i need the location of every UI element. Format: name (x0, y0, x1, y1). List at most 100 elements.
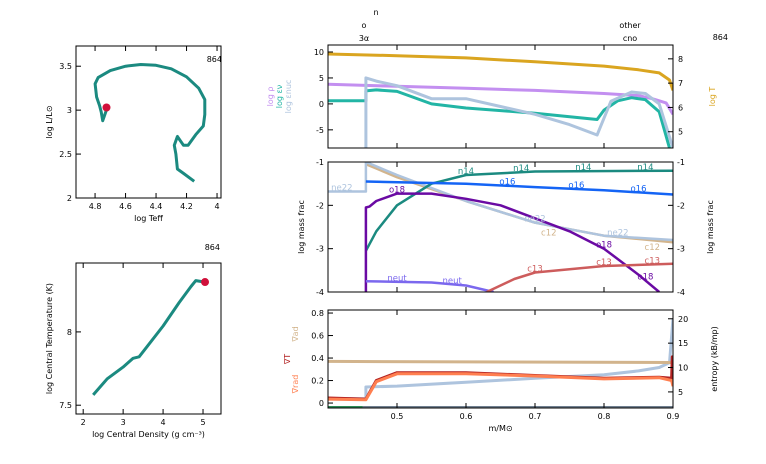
y-axis-label: log L/L⊙ (45, 105, 54, 138)
y-tick-label: 0.8 (311, 309, 324, 318)
top-label-o: o (362, 21, 367, 30)
current-model-marker (102, 103, 111, 112)
y-axis-label: log Central Temperature (K) (45, 283, 54, 394)
y-tick-label-right: -3 (677, 245, 685, 254)
profile-top-panel: -5 0 5 10 5 6 7 8 log ρ log εν log εnuc log T (266, 44, 717, 149)
y-axis-label-left: log ρ (266, 87, 275, 107)
series-label-o16: o16 (630, 184, 646, 194)
series-label-neut: neut (387, 274, 407, 284)
series-o18 (364, 192, 661, 292)
x-tick-label: 4.8 (89, 202, 102, 211)
model-number-hr: 864 (207, 55, 222, 64)
profile-abund-panel: c12 c12 ne22 ne22 ne22 n14 n14 n14 n14 o16 o16 o16 o… (297, 158, 715, 297)
series-label-n14: n14 (637, 163, 653, 173)
series-label-neut: neut (443, 276, 463, 286)
series-label-c13: c13 (645, 256, 661, 266)
y-tick-label-right: 5 (678, 128, 683, 137)
y-tick-label: -4 (316, 288, 324, 297)
y-tick-label: 2.5 (59, 150, 72, 159)
y-tick-label: 3.5 (59, 62, 72, 71)
y-tick-label: 8 (67, 328, 72, 337)
series-label-o18: o18 (596, 241, 612, 251)
y-axis-label-left: log εnuc (284, 80, 293, 114)
top-label-other: other (619, 21, 641, 30)
series-label-n14: n14 (575, 163, 591, 173)
y-tick-label: 0.2 (311, 377, 324, 386)
x-tick-label: 0.9 (667, 412, 680, 421)
x-tick-label: 0.5 (391, 412, 404, 421)
x-axis-label: m/M⊙ (488, 424, 512, 433)
x-tick-label: 4.6 (119, 202, 132, 211)
y-tick-label: 0.6 (311, 332, 324, 341)
profile-grad-panel: 0.5 0.6 0.7 0.8 0.9 0 0.2 0.4 0.6 0.8 5 10 15 20 m/M⊙ ∇… (283, 309, 719, 433)
series-label-c13: c13 (527, 265, 543, 275)
top-label-3alpha: 3α (359, 34, 369, 43)
y-axis-label-left: ∇T (283, 354, 292, 365)
y-tick-label-right: -1 (677, 158, 685, 167)
x-tick-label: 2 (81, 418, 86, 427)
y-tick-label: 3 (67, 106, 72, 115)
y-axis-label-left: ∇ad (291, 326, 300, 342)
profile-grad-plot-area (328, 318, 673, 408)
series-c13 (486, 262, 673, 292)
center-panel: 2 3 4 5 7.5 8 log Central Density (g cm⁻³) log … (45, 262, 222, 439)
y-tick-label: 10 (314, 48, 324, 57)
series-log ρ (328, 82, 673, 116)
current-model-marker (201, 278, 210, 287)
x-axis-label: log Teff (134, 214, 163, 223)
y-axis-label-left: ∇rad (291, 375, 300, 395)
y-axis-label-right: log T (708, 87, 717, 107)
y-tick-label: 0 (319, 399, 324, 408)
y-tick-label: 7.5 (59, 401, 72, 410)
y-tick-label: 2 (67, 194, 72, 203)
profile-grad-frame (327, 309, 674, 409)
track-line (92, 279, 206, 396)
series-entropy (328, 318, 673, 401)
x-tick-label: 4.4 (150, 202, 163, 211)
profile-abund-plot-area: c12 c12 ne22 ne22 ne22 n14 n14 n14 n14 o16 o16 o16 o… (328, 162, 673, 292)
series-∇rad (328, 372, 673, 402)
x-tick-label: 5 (200, 418, 205, 427)
series-∇ad (328, 359, 673, 364)
y-axis-label-right: entropy (kB/mp) (710, 326, 719, 391)
profile-abund-frame (327, 161, 674, 293)
y-axis-label: log mass frac (297, 200, 306, 254)
y-tick-label-right: 15 (678, 339, 688, 348)
x-tick-label: 4.2 (180, 202, 193, 211)
series-log εnuc (364, 76, 673, 148)
x-tick-label: 4 (161, 418, 166, 427)
series-label-ne22: ne22 (331, 183, 352, 193)
x-tick-label: 0.6 (460, 412, 473, 421)
hr-frame (75, 45, 222, 199)
series-log T (328, 52, 673, 91)
series-label-n14: n14 (458, 167, 474, 177)
y-tick-label-right: 5 (678, 388, 683, 397)
x-tick-label: 0.8 (598, 412, 611, 421)
series-label-o16: o16 (499, 178, 515, 188)
y-tick-label: -1 (316, 158, 324, 167)
series-label-n14: n14 (513, 164, 529, 174)
center-plot-area (92, 278, 210, 396)
track-line (93, 63, 207, 183)
profile-top-plot-area (328, 52, 673, 148)
y-tick-label-right: -2 (677, 201, 685, 210)
y-tick-label-right: 10 (678, 364, 688, 373)
series-label-c12: c12 (645, 243, 661, 253)
y-tick-label-right: 7 (678, 79, 683, 88)
x-tick-label: 4 (214, 202, 219, 211)
hr-panel: 4.8 4.6 4.4 4.2 4 2 2.5 3 3.5 log Teff log L/L⊙ (45, 45, 222, 223)
y-tick-label-right: -4 (677, 288, 685, 297)
y-tick-label: 0 (319, 100, 324, 109)
y-tick-label: -3 (316, 245, 324, 254)
series-neut (365, 279, 494, 292)
series-o16 (365, 180, 673, 196)
series-label-o18: o18 (389, 186, 405, 196)
x-tick-label: 0.7 (529, 412, 542, 421)
x-tick-label: 3 (121, 418, 126, 427)
y-tick-label-right: 6 (678, 103, 683, 112)
top-label-n: n (373, 8, 378, 17)
y-axis-label-left: log εν (275, 84, 284, 108)
center-frame (75, 262, 222, 415)
series-label-o18: o18 (637, 272, 653, 282)
